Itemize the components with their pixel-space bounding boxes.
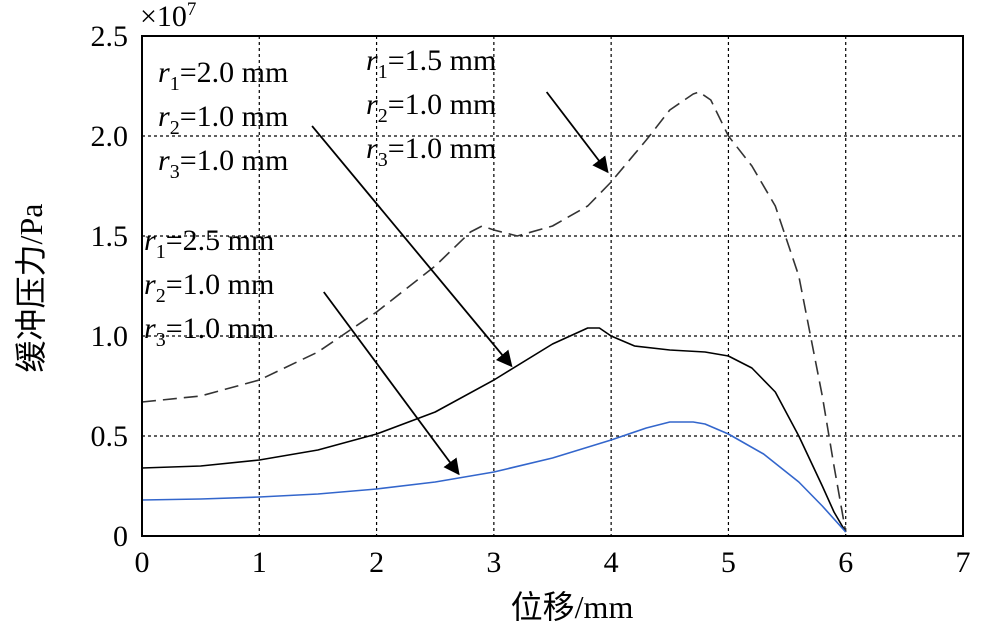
param-value: =1.0 mm <box>388 132 497 165</box>
param-symbol: r <box>144 312 156 345</box>
plot-frame <box>141 35 964 537</box>
y-tick-label: 1.0 <box>91 320 129 353</box>
param-subscript: 2 <box>170 117 180 139</box>
x-tick-label: 3 <box>486 546 501 579</box>
x-tick-label: 6 <box>838 546 853 579</box>
param-symbol: r <box>144 268 156 301</box>
param-value: =1.0 mm <box>166 268 275 301</box>
param-symbol: r <box>158 144 170 177</box>
x-tick-label: 0 <box>135 546 150 579</box>
annotation-3-arrow <box>323 291 460 476</box>
y-tick-label: 0.5 <box>91 420 129 453</box>
series-3-line <box>141 421 847 533</box>
x-axis-label: 位移/mm <box>511 589 634 625</box>
tick-labels: 0 1 2 3 4 5 6 7 0 0.5 1.0 1.5 2.0 2.5 <box>91 20 971 579</box>
param-value: =1.5 mm <box>388 44 497 77</box>
param-value: =1.0 mm <box>180 144 289 177</box>
y-axis-label: 缓冲压力/Pa <box>13 204 49 373</box>
param-subscript: 2 <box>378 105 388 127</box>
y-multiplier-base: ×10 <box>140 0 187 33</box>
param-subscript: 2 <box>156 285 166 307</box>
param-subscript: 3 <box>378 149 388 171</box>
annotation-2-line: r1=2.0 mm <box>158 56 288 95</box>
param-subscript: 1 <box>156 241 166 263</box>
annotation-2-line: r3=1.0 mm <box>158 144 288 183</box>
x-tick-label: 1 <box>252 546 267 579</box>
annotation-3-line: r2=1.0 mm <box>144 268 274 307</box>
annotation-2-line: r2=1.0 mm <box>158 100 288 139</box>
y-tick-label: 2.0 <box>91 120 129 153</box>
param-symbol: r <box>158 100 170 133</box>
param-value: =2.5 mm <box>166 224 275 257</box>
y-tick-label: 1.5 <box>91 220 129 253</box>
series-group <box>141 91 847 533</box>
param-subscript: 1 <box>378 61 388 83</box>
param-value: =1.0 mm <box>180 100 289 133</box>
x-tick-label: 4 <box>604 546 619 579</box>
y-axis-multiplier: ×107 <box>140 0 196 33</box>
param-subscript: 3 <box>170 161 180 183</box>
x-tick-label: 5 <box>721 546 736 579</box>
param-subscript: 3 <box>156 329 166 351</box>
param-symbol: r <box>366 132 378 165</box>
annotation-3-line: r1=2.5 mm <box>144 224 274 263</box>
annotation-1-line: r3=1.0 mm <box>366 132 496 171</box>
x-tick-label: 2 <box>369 546 384 579</box>
param-subscript: 1 <box>170 73 180 95</box>
series-1-line <box>141 91 847 533</box>
grid <box>142 36 963 536</box>
param-symbol: r <box>366 44 378 77</box>
annotation-2-arrow <box>311 125 513 368</box>
annotation-1-line: r1=1.5 mm <box>366 44 496 83</box>
y-tick-label: 0 <box>113 520 128 553</box>
param-value: =2.0 mm <box>180 56 289 89</box>
param-symbol: r <box>158 56 170 89</box>
series-2-line <box>141 327 847 533</box>
annotation-3-line: r3=1.0 mm <box>144 312 274 351</box>
x-tick-label: 7 <box>956 546 971 579</box>
annotation-1-line: r2=1.0 mm <box>366 88 496 127</box>
annotation-1-arrow <box>545 91 609 174</box>
param-value: =1.0 mm <box>388 88 497 121</box>
param-symbol: r <box>144 224 156 257</box>
param-value: =1.0 mm <box>166 312 275 345</box>
y-multiplier-exponent: 7 <box>187 0 197 20</box>
param-symbol: r <box>366 88 378 121</box>
y-tick-label: 2.5 <box>91 20 129 53</box>
